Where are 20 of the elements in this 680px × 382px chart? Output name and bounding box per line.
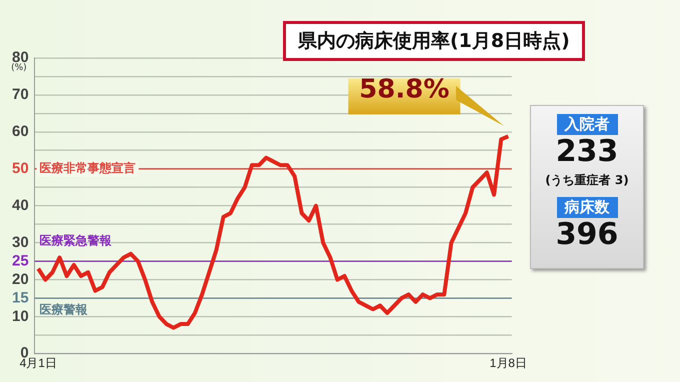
text: 396 [556, 217, 618, 252]
text: 入院者 [556, 114, 618, 135]
x-tick-label: 1月8日 [490, 356, 527, 370]
y-tick-label: 10 [12, 308, 29, 325]
ref-line-label: 医療警報 [40, 302, 89, 316]
chart-title: 県内の病床使用率(1月8日時点) [283, 21, 585, 61]
text: (うち重症者 3) [545, 173, 629, 187]
y-tick-label: 25 [12, 252, 29, 270]
text: 病床数 [556, 197, 618, 218]
y-tick-label: 15 [12, 289, 29, 306]
y-tick-label: 60 [12, 123, 29, 140]
y-tick-label: 70 [12, 86, 29, 104]
annotation: 58.8% [359, 74, 450, 104]
ref-line-label: 医療緊急警報 [40, 233, 113, 248]
y-tick-label: 20 [12, 270, 29, 288]
ref-line-label: 医療非常事態宣言 [40, 160, 136, 175]
text: 233 [556, 134, 618, 169]
y-tick-label: 50 [12, 160, 29, 177]
y-tick-label: 30 [12, 234, 29, 251]
y-tick-label: 40 [12, 196, 29, 214]
